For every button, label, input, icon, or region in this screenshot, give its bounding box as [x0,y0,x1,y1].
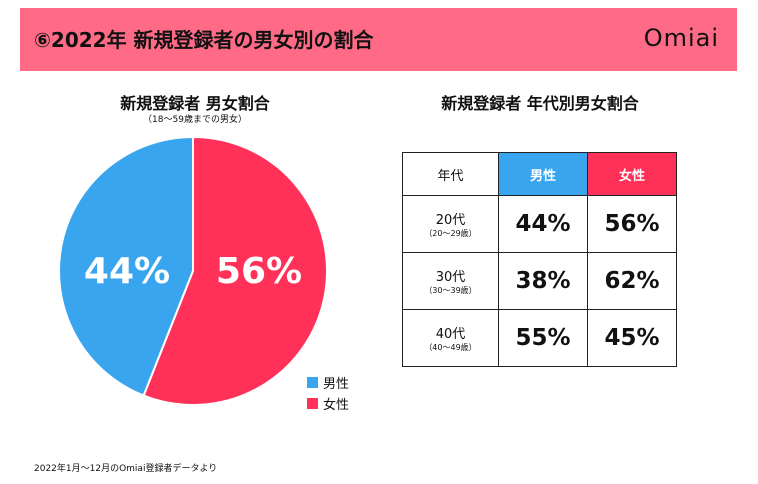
age-range: （20～29歳） [424,229,477,238]
table-row: 40代 （40～49歳） 55% 45% [402,309,677,367]
footnote: 2022年1月～12月のOmiai登録者データより [34,464,218,474]
table-title: 新規登録者 年代別男女割合 [441,94,639,113]
col-age: 年代 [402,152,499,196]
age-cell: 40代 （40～49歳） [402,309,499,367]
pie-title: 新規登録者 男女割合 [120,94,270,113]
pie-slice-male [58,135,194,397]
col-female: 女性 [587,152,677,196]
table-row: 30代 （30～39歳） 38% 62% [402,252,677,310]
male-value: 44% [498,195,588,253]
table-header: 年代 男性 女性 [402,152,677,196]
female-value: 45% [587,309,677,367]
age-label: 30代 [435,270,466,285]
pie-subtitle: （18～59歳までの男女） [143,115,247,125]
age-cell: 20代 （20～29歳） [402,195,499,253]
legend-male: 男性 [307,373,349,392]
legend-label: 女性 [323,398,350,413]
pie-label-female: 56% [216,251,302,292]
male-value: 55% [498,309,588,367]
legend-label: 男性 [323,377,350,392]
table-row: 20代 （20～29歳） 44% 56% [402,195,677,253]
age-label: 40代 [435,327,466,342]
age-cell: 30代 （30～39歳） [402,252,499,310]
header-band: ⑥2022年 新規登録者の男女別の割合 Omiai [20,8,737,71]
female-value: 56% [587,195,677,253]
pie-chart: 44% 56% [58,135,328,406]
pie-label-male: 44% [84,251,170,292]
legend-swatch-female [307,398,318,409]
age-range: （30～39歳） [424,286,477,295]
col-male: 男性 [498,152,588,196]
age-range: （40～49歳） [424,343,477,352]
male-value: 38% [498,252,588,310]
age-label: 20代 [435,213,466,228]
omiai-logo: Omiai [643,24,719,52]
female-value: 62% [587,252,677,310]
legend-female: 女性 [307,394,349,413]
pie-slice-female [142,135,328,406]
age-gender-table: 年代 男性 女性 20代 （20～29歳） 44% 56% 30代 （30～39歳） 38… [402,152,677,367]
legend-swatch-male [307,377,318,388]
page-title: ⑥2022年 新規登録者の男女別の割合 [34,28,374,52]
